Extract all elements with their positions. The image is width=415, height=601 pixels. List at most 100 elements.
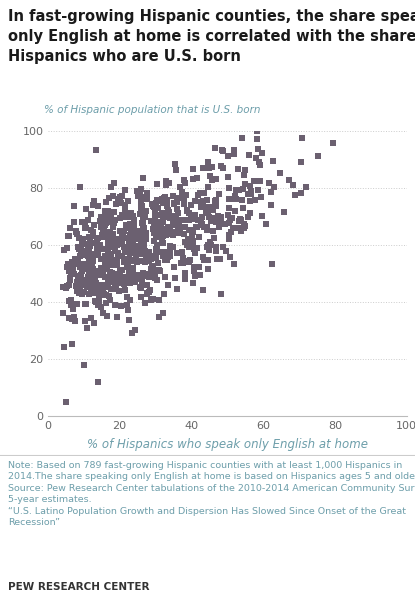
Point	[82, 299, 89, 308]
Point	[86, 238, 93, 248]
Point	[195, 215, 202, 225]
Point	[65, 231, 72, 240]
Point	[158, 224, 165, 234]
Point	[90, 264, 96, 274]
Point	[166, 214, 173, 224]
Point	[94, 281, 101, 290]
Point	[91, 267, 98, 276]
Point	[92, 272, 98, 282]
Point	[80, 246, 86, 256]
Point	[165, 206, 172, 215]
Point	[71, 312, 78, 322]
Point	[226, 204, 232, 213]
Point	[103, 244, 110, 254]
Point	[244, 212, 251, 222]
Point	[229, 195, 236, 204]
Point	[105, 259, 112, 269]
Point	[85, 216, 91, 225]
Point	[93, 145, 100, 155]
Point	[139, 231, 145, 240]
Point	[90, 252, 97, 261]
Point	[107, 272, 114, 281]
Point	[100, 266, 106, 276]
Point	[159, 198, 166, 208]
Point	[118, 233, 125, 243]
Point	[85, 282, 91, 291]
Point	[123, 220, 129, 230]
Point	[134, 231, 141, 240]
Point	[225, 230, 232, 240]
Point	[85, 272, 91, 281]
Point	[239, 195, 245, 204]
Point	[135, 228, 142, 237]
Point	[93, 266, 100, 276]
Point	[168, 243, 175, 252]
Point	[211, 213, 217, 222]
Point	[122, 247, 129, 257]
Point	[110, 218, 117, 227]
Point	[129, 223, 135, 233]
Point	[166, 242, 173, 251]
Point	[117, 226, 124, 236]
Point	[88, 313, 95, 322]
Point	[110, 191, 116, 201]
Point	[159, 234, 166, 244]
Point	[147, 285, 154, 294]
Point	[134, 229, 140, 239]
Point	[175, 228, 182, 238]
Point	[63, 281, 70, 291]
Point	[100, 224, 106, 234]
Point	[241, 219, 247, 229]
Point	[247, 190, 254, 200]
Point	[115, 248, 122, 257]
Point	[138, 218, 145, 228]
Point	[139, 237, 145, 246]
Point	[130, 212, 137, 222]
Point	[187, 255, 194, 265]
Point	[138, 197, 144, 206]
Point	[184, 240, 190, 250]
Point	[76, 233, 83, 243]
Point	[150, 252, 156, 261]
Point	[74, 242, 81, 251]
Point	[164, 201, 171, 211]
Point	[156, 227, 163, 237]
Point	[208, 162, 215, 172]
Point	[137, 293, 144, 302]
Point	[156, 225, 163, 235]
Point	[200, 189, 207, 198]
Point	[89, 261, 96, 271]
Point	[233, 194, 240, 204]
Point	[136, 209, 143, 219]
Point	[164, 222, 171, 232]
Point	[208, 204, 215, 214]
Point	[166, 241, 173, 251]
Point	[139, 201, 146, 211]
Point	[94, 285, 101, 294]
Point	[132, 246, 138, 256]
Point	[174, 285, 181, 294]
Point	[173, 197, 180, 206]
Point	[124, 300, 131, 310]
Point	[133, 232, 139, 242]
Point	[137, 274, 144, 284]
Point	[224, 210, 231, 220]
Text: PEW RESEARCH CENTER: PEW RESEARCH CENTER	[8, 582, 150, 592]
Point	[86, 232, 93, 242]
Point	[171, 159, 178, 168]
Point	[175, 208, 182, 218]
Point	[242, 166, 249, 175]
Point	[154, 179, 161, 189]
Point	[98, 302, 105, 312]
Point	[182, 237, 189, 247]
Point	[80, 278, 86, 287]
Point	[134, 257, 141, 267]
Point	[112, 216, 118, 225]
Point	[68, 300, 74, 310]
Point	[81, 261, 87, 271]
Point	[116, 286, 122, 296]
Point	[259, 211, 265, 221]
Point	[71, 201, 77, 210]
Point	[127, 242, 133, 251]
Point	[268, 188, 274, 197]
